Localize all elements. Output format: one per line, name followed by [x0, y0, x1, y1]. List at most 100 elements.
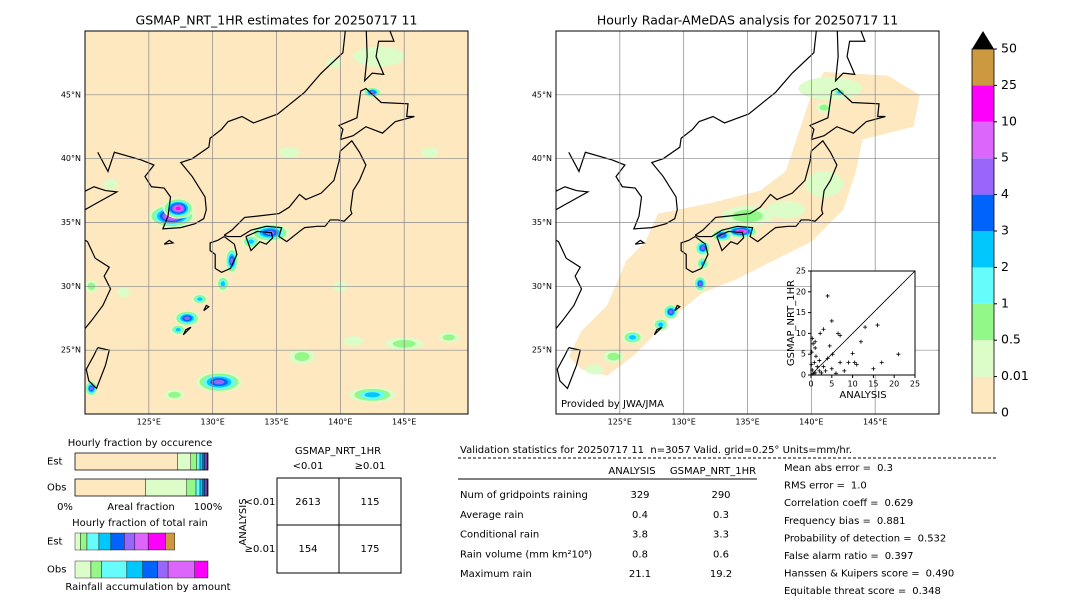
score-value: 0.397: [885, 551, 914, 562]
colorbar-label: 1: [1001, 295, 1009, 310]
scatter-point: [821, 327, 826, 332]
score-value: 0.490: [926, 569, 955, 580]
rain-area: [766, 200, 805, 219]
bar-segment: [86, 532, 100, 551]
y-tick-label: 0: [801, 371, 806, 380]
score-value: 0.881: [877, 516, 906, 527]
x-axis-label: Rainfall accumulation by amount: [65, 582, 230, 593]
x-axis-label: ANALYSIS: [839, 390, 886, 401]
score: Hanssen & Kuipers score = 0.490: [784, 569, 954, 580]
bar-segment: [80, 532, 88, 551]
coastline: [654, 327, 662, 335]
rain-area: [607, 352, 620, 361]
coastline: [98, 18, 347, 229]
score: Probability of detection = 0.532: [784, 533, 946, 544]
scatter-point: [818, 331, 823, 336]
colorbar-segment: [972, 231, 994, 268]
score: Equitable threat score = 0.348: [784, 586, 941, 597]
score-value: 1.0: [851, 481, 867, 492]
rain-area: [585, 364, 604, 375]
stat-value: 0.8: [632, 549, 648, 560]
table-cell: 154: [298, 544, 317, 555]
stat-value: 3.8: [632, 530, 648, 541]
rain-area: [629, 335, 637, 340]
column-label: GSMAP_NRT_1HR: [670, 466, 756, 477]
bar-segment: [110, 532, 125, 551]
scatter-point: [879, 360, 884, 365]
rain-area: [279, 147, 300, 158]
scatter-point: [829, 366, 834, 371]
table-cell: 2613: [295, 497, 320, 508]
scatter-point: [815, 364, 820, 369]
coastline: [695, 141, 837, 242]
map-content: [66, 18, 460, 403]
y-tick-label: 5: [801, 350, 806, 359]
bar-segment: [126, 560, 144, 579]
bar-segment: [134, 532, 149, 551]
score-label: Frequency bias =: [784, 516, 871, 527]
row-label: Rain volume (mm km²10⁶): [460, 549, 592, 560]
rain-area: [701, 246, 705, 250]
row-label: Maximum rain: [460, 569, 532, 580]
bar-segment: [74, 532, 81, 551]
scatter-point: [846, 360, 851, 365]
colorbar-label: 4: [1001, 186, 1009, 201]
scatter-point: [825, 356, 830, 361]
score: False alarm ratio = 0.397: [784, 551, 913, 562]
scatter-point: [852, 360, 857, 365]
coastline: [365, 18, 394, 81]
scatter-point: [836, 331, 841, 336]
bar-frame: [74, 478, 209, 497]
coastline: [246, 231, 273, 250]
map-area: [66, 18, 468, 414]
colorbar-segment: [972, 267, 994, 304]
score: Correlation coeff = 0.629: [784, 498, 913, 509]
x-tick-label: 0: [808, 380, 813, 389]
colorbar-segment: [972, 49, 994, 86]
map-frame: [555, 30, 940, 415]
coastline: [557, 348, 580, 389]
scatter-point: [838, 360, 843, 365]
y-tick-label: 25°N: [61, 346, 81, 355]
rain-area: [230, 257, 234, 264]
stats-title: Validation statistics for 20250717 11 n=…: [460, 445, 852, 456]
stat-value: 329: [630, 490, 649, 501]
scatter-point: [813, 339, 818, 344]
y-tick-label: 25: [796, 267, 806, 276]
scatter-point: [810, 368, 815, 373]
coastline: [204, 305, 209, 310]
column-label: ANALYSIS: [608, 466, 655, 477]
colorbar-segment: [972, 303, 994, 341]
y-tick-label: 30°N: [532, 282, 552, 291]
y-tick-label: 30°N: [61, 282, 81, 291]
bar-frame: [74, 452, 209, 471]
colorbar-extension: [972, 31, 994, 49]
credit: Provided by JWA/JMA: [561, 399, 664, 410]
row-label: Est: [47, 537, 63, 548]
rain-area: [698, 282, 702, 286]
colorbar-label: 25: [1001, 77, 1017, 92]
coastline: [164, 240, 173, 244]
bar-segment: [147, 532, 166, 551]
stat-value: 0.3: [713, 510, 729, 521]
rain-area: [220, 281, 226, 287]
rain-area: [342, 336, 364, 347]
panel-title: Hourly fraction of total rain: [72, 518, 208, 529]
coastline: [224, 141, 366, 242]
x-tick-label: 130°E: [201, 418, 225, 427]
score-value: 0.629: [885, 498, 914, 509]
score-label: Correlation coeff =: [784, 498, 879, 509]
scatter-point: [813, 345, 818, 350]
score: Frequency bias = 0.881: [784, 516, 906, 527]
table-cell: 175: [360, 544, 379, 555]
score: Mean abs error = 0.3: [784, 463, 893, 474]
colorbar-label: 0: [1001, 405, 1009, 420]
score: RMS error = 1.0: [784, 481, 867, 492]
stat-value: 21.1: [629, 569, 651, 580]
bar-segment: [199, 452, 203, 471]
map-area: [556, 31, 939, 414]
bar-segment: [167, 560, 195, 579]
rain-area: [669, 310, 673, 314]
scatter-point: [863, 325, 868, 330]
rain-area: [175, 328, 181, 332]
